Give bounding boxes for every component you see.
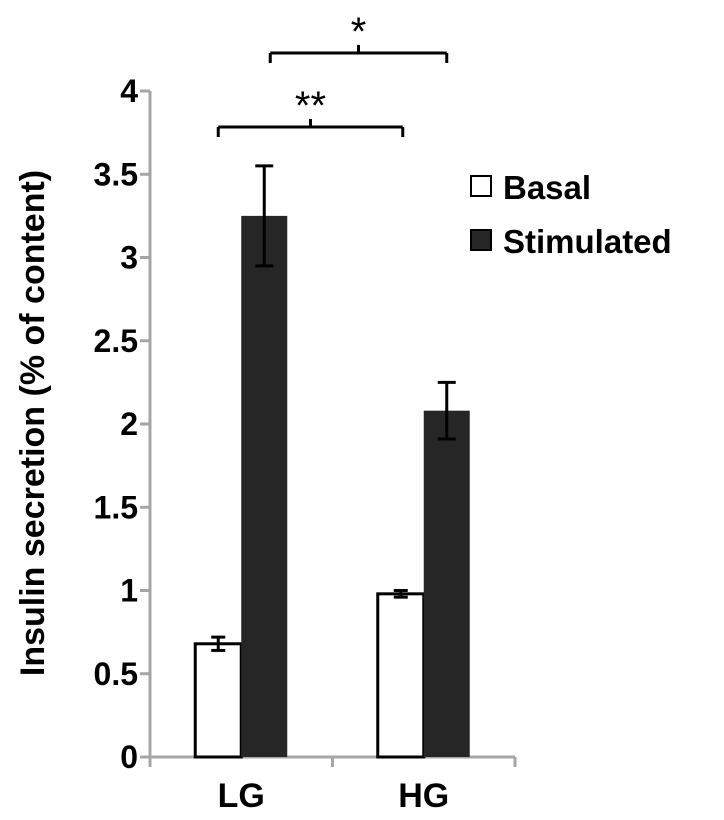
bar-stimulated-lg: [241, 215, 288, 757]
legend: Basal Stimulated: [470, 169, 672, 260]
y-axis-label: Insulin secretion (% of content): [14, 170, 52, 676]
significance-label: *: [351, 10, 367, 54]
bars: [193, 215, 470, 759]
significance-brackets: ***: [216, 10, 449, 137]
y-axis: 0 0.5 1 1.5 2 2.5 3 3.5 4: [94, 73, 152, 775]
legend-swatch-stimulated: [470, 229, 492, 251]
bar-basal-hg: [376, 592, 426, 759]
x-category-label: HG: [398, 777, 449, 815]
y-tick-label: 3.5: [94, 156, 138, 192]
y-tick-label: 4: [120, 73, 138, 109]
error-bars: [211, 164, 456, 652]
y-tick-label: 0: [120, 739, 138, 775]
y-tick-label: 1: [120, 573, 138, 609]
bar-basal-lg: [193, 642, 243, 759]
x-axis: LG HG: [148, 755, 517, 815]
y-tick-label: 2: [120, 406, 138, 442]
y-tick-label: 1.5: [94, 489, 138, 525]
y-tick-label: 3: [120, 240, 138, 276]
legend-swatch-basal: [470, 175, 492, 197]
legend-label-basal: Basal: [503, 169, 591, 206]
legend-label-stimulated: Stimulated: [503, 223, 672, 260]
significance-label: **: [295, 84, 326, 128]
x-category-label: LG: [218, 777, 265, 815]
y-tick-label: 2.5: [94, 323, 138, 359]
y-tick-label: 0.5: [94, 656, 138, 692]
bar-stimulated-hg: [423, 410, 470, 757]
